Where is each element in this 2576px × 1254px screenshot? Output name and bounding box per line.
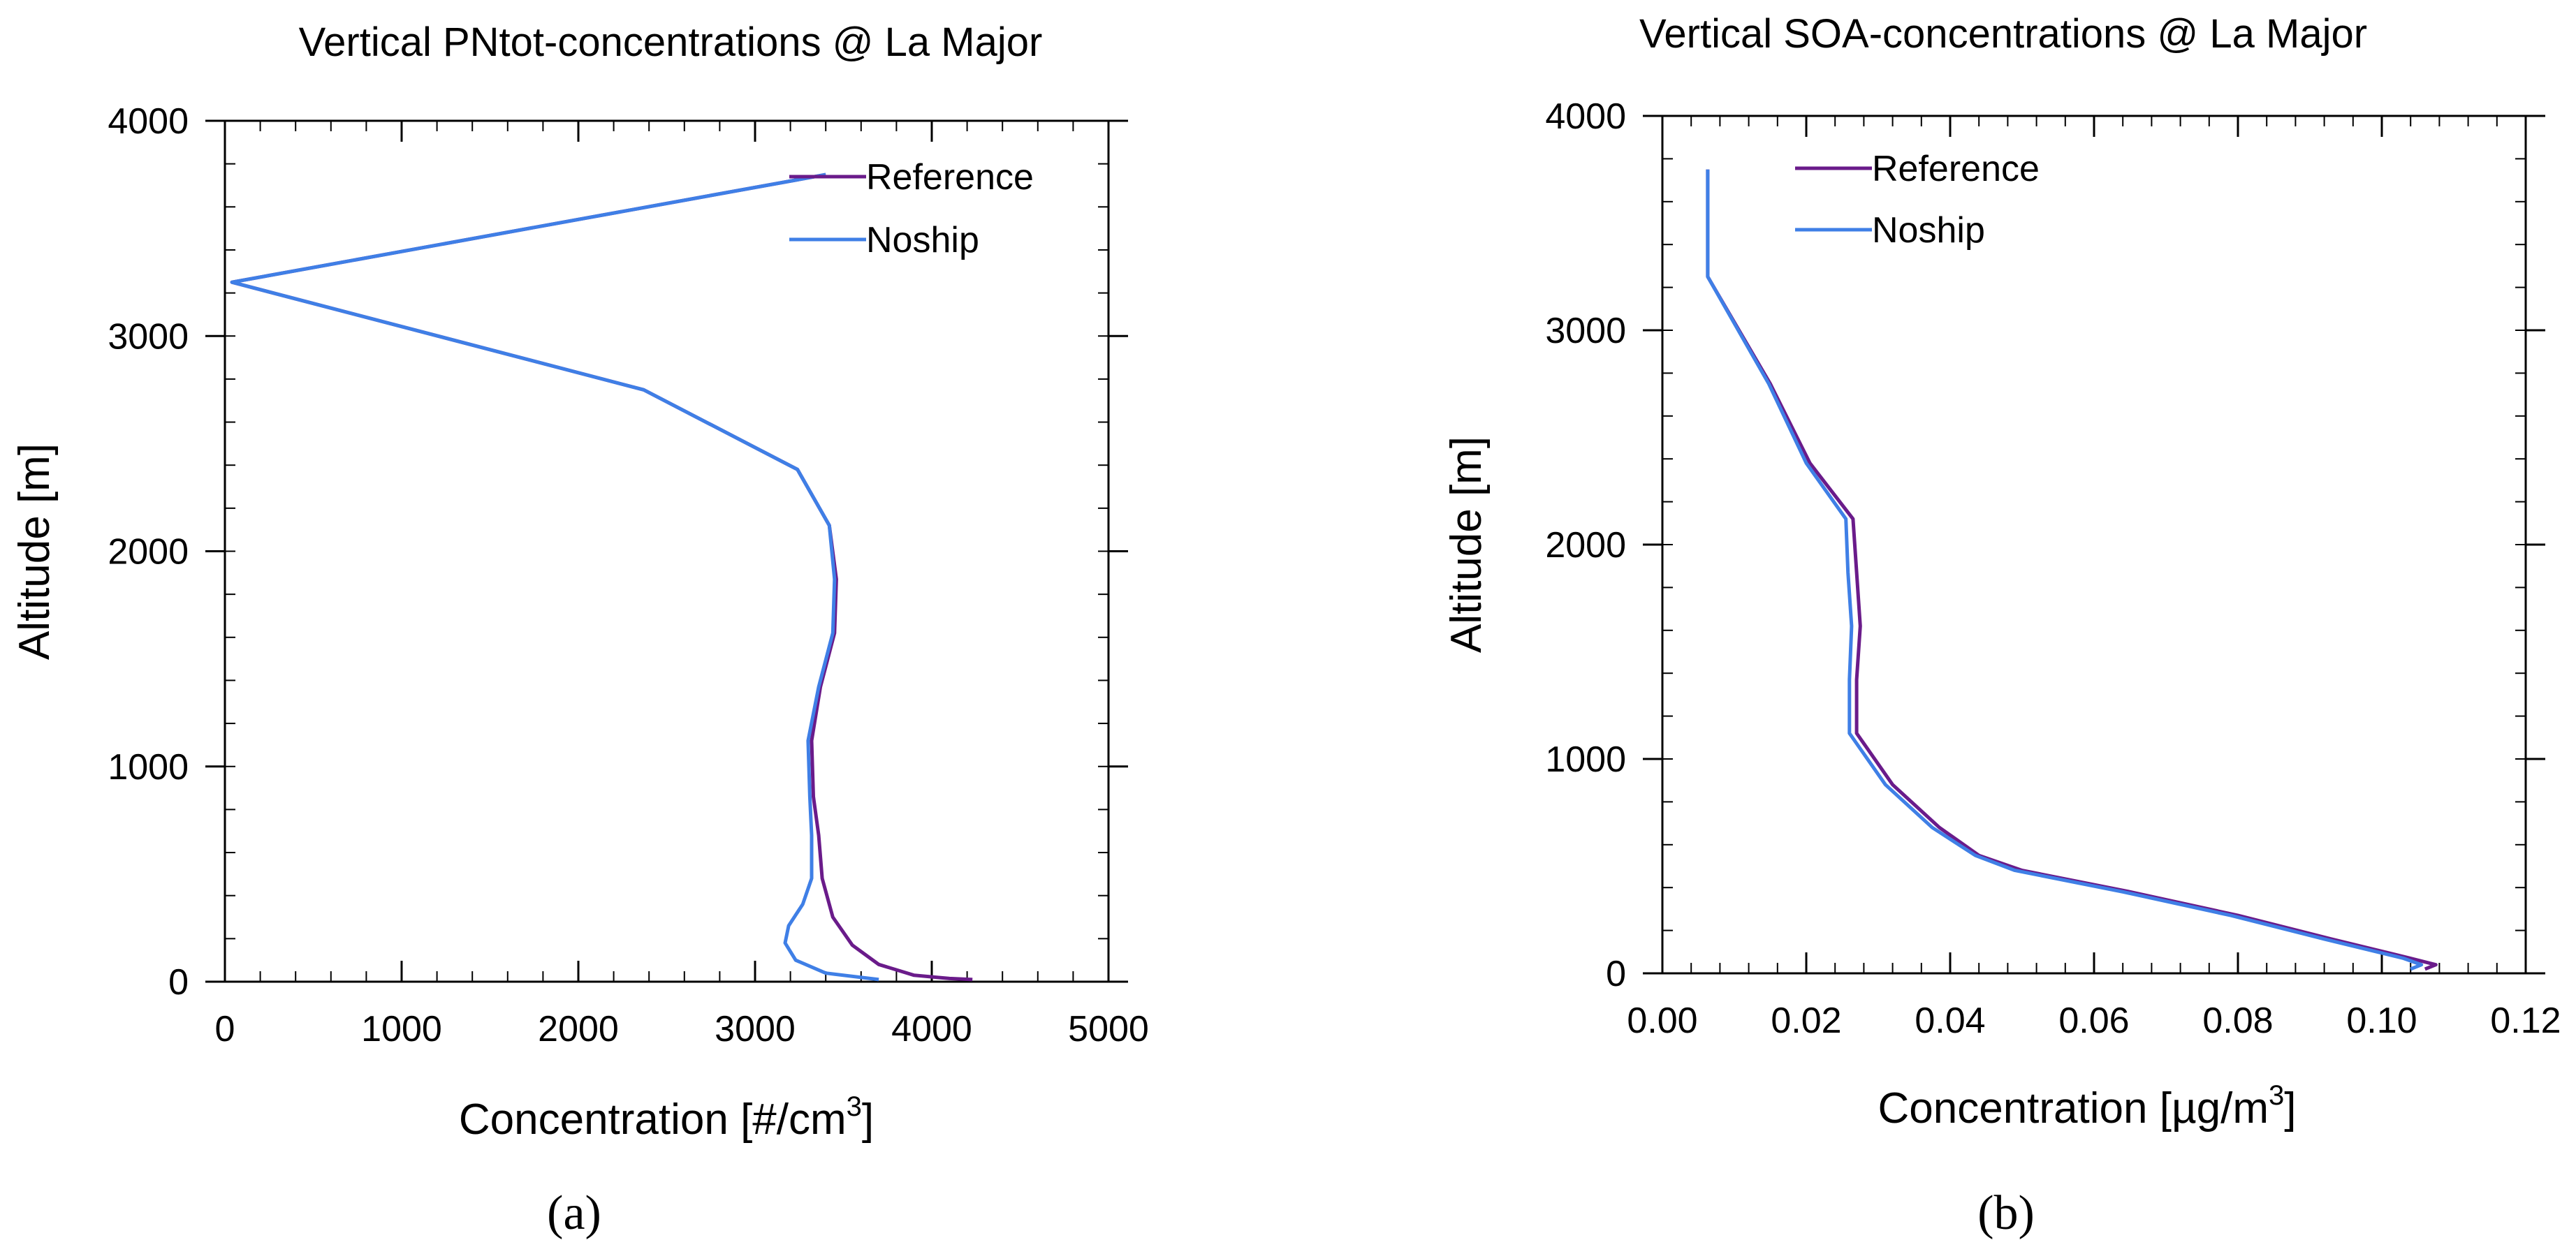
legend-label-reference: Reference: [866, 157, 1034, 198]
series-line-noship: [230, 172, 879, 982]
series-line-noship: [1706, 169, 2424, 971]
chart-a: Vertical PNtot-concentrations @ La Major…: [10, 20, 1149, 1144]
y-tick-label: 2000: [1545, 525, 1626, 566]
x-tick-label: 2000: [538, 1009, 619, 1049]
x-tick-label: 5000: [1068, 1009, 1149, 1049]
legend-label-reference: Reference: [1872, 149, 2040, 189]
caption-b: (b): [1977, 1186, 2035, 1240]
y-tick-label: 0: [1606, 954, 1626, 994]
x-tick-label: 0.08: [2202, 1001, 2273, 1041]
caption-a: (a): [547, 1186, 601, 1240]
legend-label-noship: Noship: [866, 220, 979, 260]
x-tick-label: 0.00: [1627, 1001, 1697, 1041]
y-tick-label: 1000: [1545, 739, 1626, 780]
chart-a-xlabel: Concentration [#/cm3]: [459, 1091, 874, 1144]
legend-label-noship: Noship: [1872, 210, 1985, 251]
chart-b-ylabel: Altitude [m]: [1442, 436, 1491, 653]
y-tick-label: 3000: [108, 316, 189, 357]
y-tick-label: 4000: [1545, 96, 1626, 137]
y-tick-label: 1000: [108, 747, 189, 788]
y-tick-label: 2000: [108, 532, 189, 573]
y-tick-label: 4000: [108, 101, 189, 142]
x-tick-label: 0.12: [2490, 1001, 2561, 1041]
series-line-reference: [230, 172, 973, 982]
chart-b-xlabel: Concentration [µg/m3]: [1878, 1080, 2296, 1133]
x-tick-label: 4000: [891, 1009, 972, 1049]
y-tick-label: 0: [168, 962, 189, 1003]
series-line-reference: [1706, 169, 2438, 971]
x-tick-label: 0.06: [2058, 1001, 2129, 1041]
x-tick-label: 3000: [715, 1009, 796, 1049]
chart-a-title: Vertical PNtot-concentrations @ La Major: [299, 20, 1043, 65]
x-tick-label: 1000: [361, 1009, 442, 1049]
chart-b-plot-frame: [1661, 115, 2527, 975]
y-tick-label: 3000: [1545, 311, 1626, 351]
chart-b: Vertical SOA-concentrations @ La Major 0…: [1442, 11, 2561, 1133]
x-tick-label: 0.02: [1771, 1001, 1841, 1041]
x-tick-label: 0: [215, 1009, 235, 1049]
x-tick-label: 0.04: [1915, 1001, 1985, 1041]
chart-a-ylabel: Altitude [m]: [10, 443, 59, 660]
chart-b-title: Vertical SOA-concentrations @ La Major: [1639, 11, 2367, 57]
x-tick-label: 0.10: [2346, 1001, 2417, 1041]
